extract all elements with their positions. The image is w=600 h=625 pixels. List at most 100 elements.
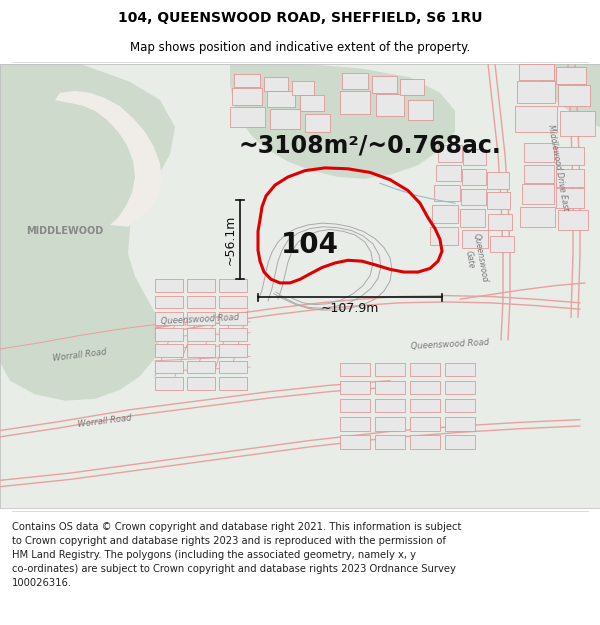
Bar [187, 344, 215, 357]
Bar [340, 362, 370, 376]
Bar [232, 88, 262, 104]
Bar [305, 114, 330, 132]
Bar [219, 344, 247, 357]
Polygon shape [55, 91, 162, 227]
Bar [410, 417, 440, 431]
Bar [375, 435, 405, 449]
Bar [187, 296, 215, 308]
Bar [155, 328, 183, 341]
Bar [187, 312, 215, 324]
Bar [375, 362, 405, 376]
Bar [372, 76, 397, 92]
Text: 104, QUEENSWOOD ROAD, SHEFFIELD, S6 1RU: 104, QUEENSWOOD ROAD, SHEFFIELD, S6 1RU [118, 11, 482, 25]
Bar [219, 377, 247, 390]
Bar [556, 188, 584, 208]
Bar [460, 209, 485, 227]
Bar [462, 231, 488, 249]
Bar [438, 145, 462, 161]
Bar [340, 417, 370, 431]
Bar [445, 362, 475, 376]
Bar [219, 296, 247, 308]
Polygon shape [230, 64, 455, 179]
Bar [515, 106, 557, 132]
Bar [558, 211, 588, 231]
Bar [300, 96, 324, 111]
Bar [264, 78, 288, 91]
Bar [445, 381, 475, 394]
Bar [155, 279, 183, 292]
Bar [445, 399, 475, 412]
Bar [445, 435, 475, 449]
Bar [292, 81, 314, 94]
Bar [410, 435, 440, 449]
Bar [340, 381, 370, 394]
Text: Worrall Road: Worrall Road [52, 348, 107, 363]
Bar [340, 435, 370, 449]
Bar [408, 100, 433, 120]
Bar [519, 64, 554, 80]
Bar [490, 236, 514, 252]
Bar [560, 111, 595, 136]
Bar [234, 74, 260, 88]
Bar [556, 169, 584, 187]
Bar [436, 165, 461, 181]
Bar [524, 165, 554, 183]
Bar [219, 279, 247, 292]
Text: Queenswood
Gate: Queenswood Gate [461, 232, 489, 284]
Bar [155, 361, 183, 374]
Bar [267, 91, 295, 108]
Bar [155, 377, 183, 390]
Bar [487, 192, 510, 209]
Bar [410, 399, 440, 412]
Text: Queenswood Road: Queenswood Road [161, 312, 239, 326]
Bar [375, 381, 405, 394]
Bar [488, 214, 512, 231]
Bar [187, 279, 215, 292]
Bar [461, 189, 486, 205]
Bar [400, 79, 424, 96]
Bar [219, 312, 247, 324]
Bar [432, 205, 458, 223]
Bar [410, 362, 440, 376]
Bar [270, 109, 300, 129]
Text: ~3108m²/~0.768ac.: ~3108m²/~0.768ac. [239, 133, 502, 158]
Bar [520, 207, 555, 227]
Text: ~56.1m: ~56.1m [223, 214, 236, 264]
Bar [340, 91, 370, 114]
Text: Queenswood Road: Queenswood Road [410, 338, 490, 351]
Bar [556, 68, 586, 84]
Text: MIDDLEWOOD: MIDDLEWOOD [26, 226, 104, 236]
Text: Worrall Road: Worrall Road [77, 414, 133, 429]
Bar [342, 72, 368, 89]
Text: ~107.9m: ~107.9m [321, 302, 379, 315]
Bar [187, 377, 215, 390]
Text: Middlewood Drive East: Middlewood Drive East [546, 124, 570, 212]
Bar [375, 399, 405, 412]
Bar [524, 144, 554, 161]
Bar [463, 149, 486, 165]
Bar [375, 417, 405, 431]
Bar [517, 81, 555, 102]
Bar [155, 344, 183, 357]
Bar [445, 417, 475, 431]
Polygon shape [0, 64, 175, 401]
Bar [522, 184, 554, 204]
Text: Contains OS data © Crown copyright and database right 2021. This information is : Contains OS data © Crown copyright and d… [12, 522, 461, 588]
Bar [219, 328, 247, 341]
Bar [556, 147, 584, 165]
Bar [462, 169, 486, 185]
Bar [219, 361, 247, 374]
Bar [558, 84, 590, 106]
Bar [340, 399, 370, 412]
Bar [376, 94, 404, 116]
Bar [187, 361, 215, 374]
Bar [434, 185, 460, 201]
Bar [230, 107, 265, 127]
Bar [487, 173, 509, 189]
Polygon shape [538, 64, 600, 127]
Text: Map shows position and indicative extent of the property.: Map shows position and indicative extent… [130, 41, 470, 54]
Bar [155, 296, 183, 308]
Bar [155, 312, 183, 324]
Bar [430, 227, 458, 245]
Bar [187, 328, 215, 341]
